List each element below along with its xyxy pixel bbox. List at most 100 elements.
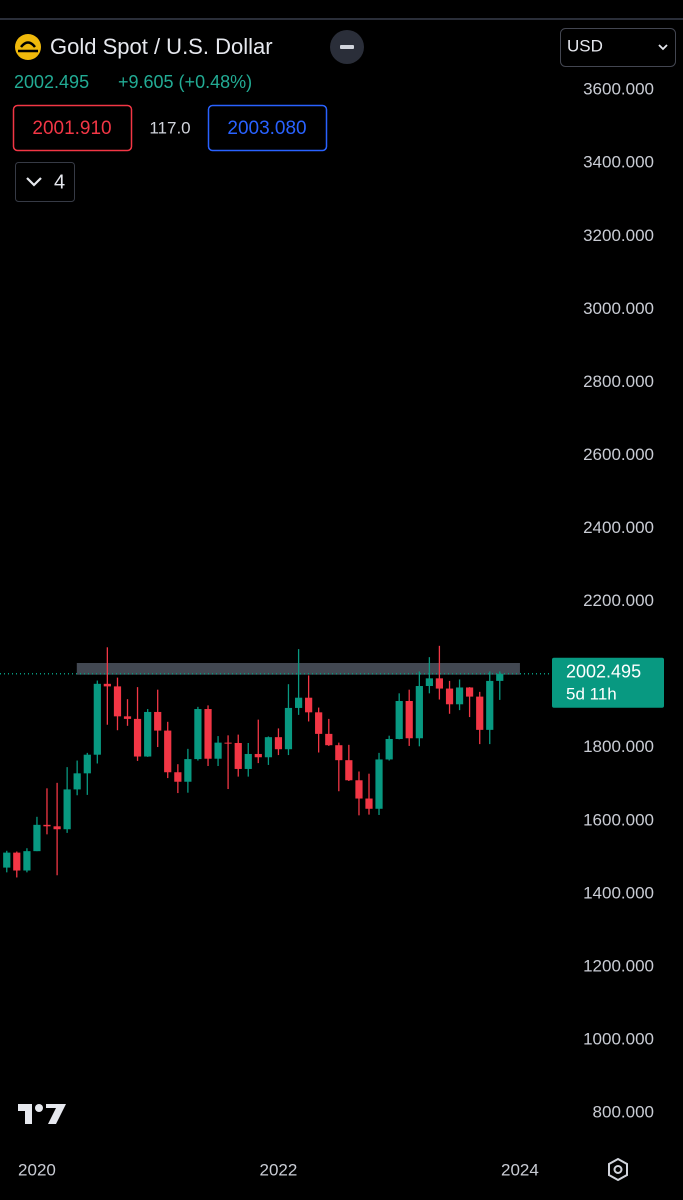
candle-body: [184, 759, 192, 782]
candle-body: [53, 826, 61, 830]
settings-dot: [613, 1165, 623, 1174]
candle-body: [395, 700, 403, 739]
sell-box: [12, 104, 133, 152]
candle-body: [476, 696, 484, 730]
candle-body: [445, 688, 454, 705]
currency: USD: [567, 36, 603, 55]
indicators-box: [15, 162, 75, 202]
x-tick-label: 2022: [260, 1160, 298, 1179]
candle-body: [435, 678, 443, 689]
currency-dropdown[interactable]: USD: [560, 28, 676, 67]
candle-body: [405, 700, 413, 739]
candle-body: [3, 852, 11, 868]
candle-body: [63, 789, 71, 830]
candle-body: [224, 742, 232, 744]
candle-body: [113, 686, 122, 717]
x-tick-label: 2024: [501, 1160, 539, 1179]
y-tick-label: 2400.000: [583, 518, 654, 537]
candle-body: [355, 780, 363, 799]
y-tick-label: 3000.000: [583, 299, 654, 318]
ask-price: 2003.080: [227, 118, 306, 139]
candle-body: [194, 709, 202, 760]
candle-body: [83, 754, 91, 774]
sell-button[interactable]: 2001.910: [12, 104, 133, 152]
y-tick-label: 1800.000: [583, 737, 654, 756]
dropdown-arrow: [658, 44, 668, 51]
candle-body: [455, 687, 464, 705]
indicators-toggle[interactable]: 4: [15, 162, 75, 202]
x-tick-label: 2020: [18, 1160, 56, 1179]
settings-hex: [608, 1157, 628, 1182]
candle-body: [345, 760, 353, 781]
chevron-icon: [26, 177, 42, 187]
y-tick-label: 3400.000: [583, 153, 654, 172]
candle-body: [23, 851, 31, 871]
candle-body: [93, 683, 101, 755]
tradingview-logo: [18, 1104, 66, 1124]
candle-body: [204, 709, 212, 759]
indicators-count: 4: [54, 171, 65, 193]
candle-body: [465, 687, 474, 697]
candle-body: [385, 738, 393, 760]
y-tick-label: 800.000: [593, 1103, 654, 1122]
currency-box: [560, 28, 676, 67]
price-label: 2002.495: [566, 662, 641, 682]
candle-body: [43, 824, 51, 827]
candle-body: [73, 773, 81, 790]
candle-body: [234, 743, 242, 769]
candle-body: [325, 733, 333, 746]
spread: 117.0: [149, 118, 190, 137]
candle-body: [415, 686, 423, 739]
collapse-button[interactable]: [330, 30, 364, 64]
candle-body: [174, 772, 182, 782]
candle-body: [496, 673, 504, 681]
candle-body: [335, 745, 343, 761]
candle-body: [244, 753, 252, 769]
y-tick-label: 1200.000: [583, 956, 654, 975]
candle-body: [133, 718, 142, 757]
logo-part: [46, 1104, 66, 1124]
candle-body: [214, 742, 222, 759]
candle-body: [144, 711, 152, 757]
y-tick-label: 3600.000: [583, 80, 654, 99]
last-price: 2002.495: [14, 72, 89, 92]
y-tick-label: 3200.000: [583, 226, 654, 245]
candle-body: [486, 680, 494, 730]
collapse-icon: [340, 45, 354, 49]
candle-body: [425, 678, 433, 687]
y-tick-label: 1400.000: [583, 883, 654, 902]
y-tick-label: 2200.000: [583, 591, 654, 610]
buy-button[interactable]: 2003.080: [207, 104, 328, 152]
symbol-icon-glyph: [18, 41, 38, 53]
plot-area: 800.000 1000.000 1200.000 1400.000 1600.000 1…: [0, 80, 654, 1179]
candle-body: [13, 852, 21, 871]
symbol-icon: [15, 34, 41, 60]
candle-body: [375, 759, 383, 809]
logo-part: [35, 1104, 43, 1112]
candle-body: [295, 697, 303, 708]
candle-body: [154, 711, 162, 731]
symbol-title: Gold Spot / U.S. Dollar: [50, 34, 273, 59]
candle-body: [254, 753, 262, 758]
buy-box: [207, 104, 328, 152]
candle-body: [264, 737, 273, 758]
candle-body: [365, 798, 373, 809]
price-label-box: [552, 657, 664, 708]
y-tick-label: 1600.000: [583, 810, 654, 829]
candle-body: [103, 683, 111, 687]
y-tick-label: 1000.000: [583, 1030, 654, 1049]
logo-part: [18, 1104, 32, 1124]
bid-price: 2001.910: [32, 118, 111, 139]
y-tick-label: 2800.000: [583, 372, 654, 391]
settings-button[interactable]: [608, 1157, 628, 1182]
candle-body: [164, 730, 172, 773]
countdown-label: 5d 11h: [566, 684, 617, 703]
candle-body: [305, 697, 313, 713]
price-change: +9.605 (+0.48%): [118, 72, 252, 92]
candle-body: [315, 712, 323, 734]
candle-body: [284, 707, 293, 750]
y-tick-label: 2600.000: [583, 445, 654, 464]
candle-body: [123, 716, 132, 719]
